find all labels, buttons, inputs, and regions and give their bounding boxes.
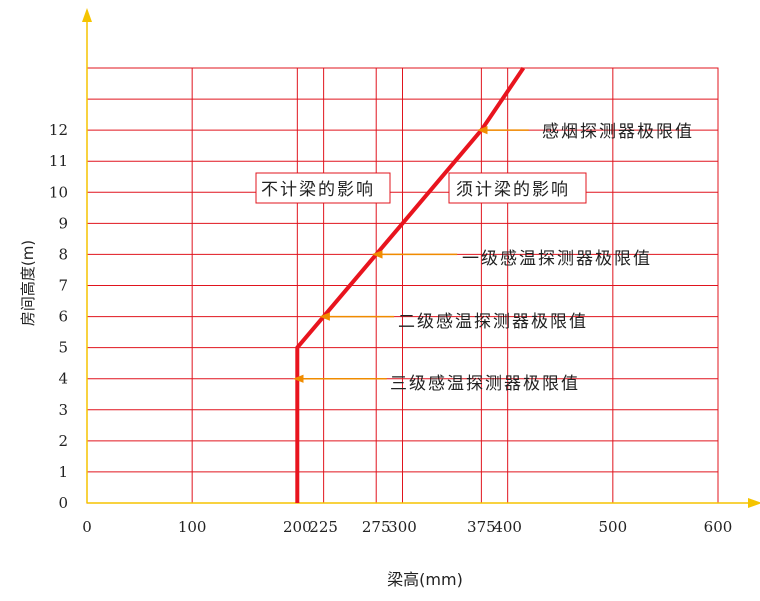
y-tick-label: 12 (49, 121, 68, 139)
y-tick-label: 9 (58, 214, 68, 232)
region-label-right: 须计梁的影响 (456, 180, 570, 200)
y-tick-label: 6 (58, 308, 68, 326)
x-tick-label: 225 (309, 518, 338, 536)
annotation-heat3: 三级感温探测器极限值 (390, 374, 580, 394)
y-tick-label: 8 (58, 245, 68, 263)
region-box-left (255, 172, 391, 204)
x-tick-label: 100 (178, 518, 207, 536)
y-tick-label: 3 (58, 401, 68, 419)
region-box-right (448, 172, 587, 204)
x-tick-label: 0 (82, 518, 92, 536)
y-axis-arrow-icon (82, 8, 92, 22)
x-tick-label: 275 (362, 518, 391, 536)
x-tick-label: 600 (704, 518, 733, 536)
y-tick-label: 10 (49, 183, 68, 201)
annotation-heat2: 二级感温探测器极限值 (398, 312, 588, 332)
x-tick-label: 400 (493, 518, 522, 536)
region-label-left: 不计梁的影响 (261, 180, 375, 200)
y-tick-label: 2 (58, 432, 68, 450)
axes (82, 8, 760, 508)
x-axis-arrow-icon (748, 498, 760, 508)
y-tick-label: 4 (58, 370, 68, 388)
y-tick-label: 0 (58, 494, 68, 512)
y-tick-label: 11 (49, 152, 68, 170)
x-tick-label: 200 (283, 518, 312, 536)
x-tick-label: 300 (388, 518, 417, 536)
y-tick-label: 7 (58, 277, 68, 295)
x-tick-label: 500 (599, 518, 628, 536)
y-axis-label: 房间高度(m) (19, 240, 37, 326)
annotation-arrows (293, 125, 529, 383)
x-tick-label: 375 (467, 518, 496, 536)
annotation-heat1: 一级感温探测器极限值 (462, 249, 652, 269)
grid (86, 67, 719, 504)
x-axis-label: 梁高(mm) (387, 570, 463, 589)
y-tick-label: 1 (58, 463, 68, 481)
annotation-smoke: 感烟探测器极限值 (542, 122, 694, 142)
y-tick-label: 5 (58, 339, 68, 357)
